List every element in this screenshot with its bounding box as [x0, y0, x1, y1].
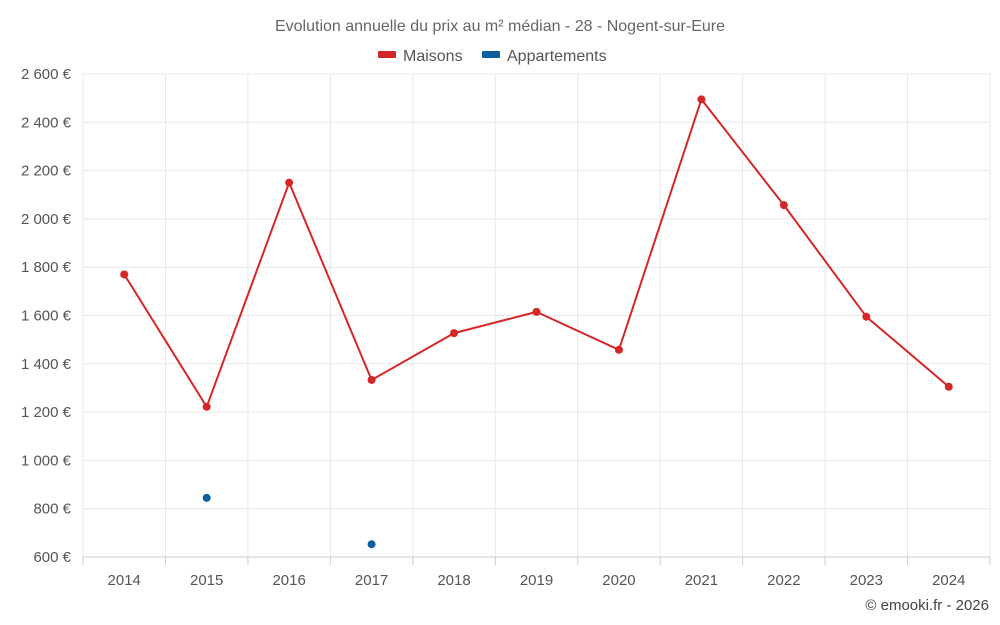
credit-text: © emooki.fr - 2026	[865, 597, 989, 614]
x-tick-label: 2020	[602, 572, 635, 589]
x-tick-label: 2016	[272, 572, 305, 589]
series-layer	[120, 95, 953, 549]
y-tick-label: 2 200 €	[21, 163, 72, 180]
y-tick-label: 600 €	[33, 549, 71, 566]
y-tick-label: 1 000 €	[21, 452, 72, 469]
legend-swatch-appartements	[482, 51, 500, 58]
data-point-maisons	[450, 329, 459, 338]
legend-label-appartements: Appartements	[507, 48, 607, 65]
legend-label-maisons: Maisons	[403, 48, 463, 65]
x-tick-label: 2014	[108, 572, 141, 589]
x-tick-label: 2015	[190, 572, 223, 589]
y-axis: 600 € 800 € 1 000 € 1 200 € 1 400 € 1 600 € 1 …	[21, 66, 72, 566]
data-point-appartements	[367, 540, 376, 549]
gridlines	[82, 73, 991, 557]
chart-title: Evolution annuelle du prix au m² médian …	[275, 18, 725, 35]
data-point-maisons	[120, 270, 129, 279]
y-tick-label: 1 800 €	[21, 259, 72, 276]
y-tick-label: 800 €	[33, 501, 71, 518]
legend-swatch-maisons	[378, 51, 396, 58]
y-tick-label: 1 600 €	[21, 308, 72, 325]
data-point-maisons	[614, 345, 623, 354]
data-point-maisons	[285, 178, 294, 187]
y-tick-label: 2 400 €	[21, 114, 72, 131]
data-point-maisons	[532, 307, 541, 316]
x-tick-label: 2022	[767, 572, 800, 589]
x-tick-label: 2019	[520, 572, 553, 589]
x-axis: 2014 2015 2016 2017 2018 2019 2020 2021 2022 2023…	[82, 556, 991, 589]
x-tick-label: 2023	[850, 572, 883, 589]
data-point-maisons	[367, 375, 376, 384]
y-tick-label: 2 000 €	[21, 211, 72, 228]
x-tick-label: 2021	[685, 572, 718, 589]
x-tick-label: 2024	[932, 572, 965, 589]
data-point-maisons	[862, 312, 871, 321]
legend: Maisons Appartements	[378, 48, 607, 65]
y-tick-label: 1 400 €	[21, 356, 72, 373]
data-point-appartements	[202, 493, 211, 502]
y-tick-label: 1 200 €	[21, 404, 72, 421]
data-point-maisons	[779, 201, 788, 210]
x-tick-label: 2018	[437, 572, 470, 589]
data-point-maisons	[697, 95, 706, 104]
data-point-maisons	[202, 402, 211, 411]
y-tick-label: 2 600 €	[21, 66, 72, 83]
x-tick-label: 2017	[355, 572, 388, 589]
data-point-maisons	[944, 382, 953, 391]
